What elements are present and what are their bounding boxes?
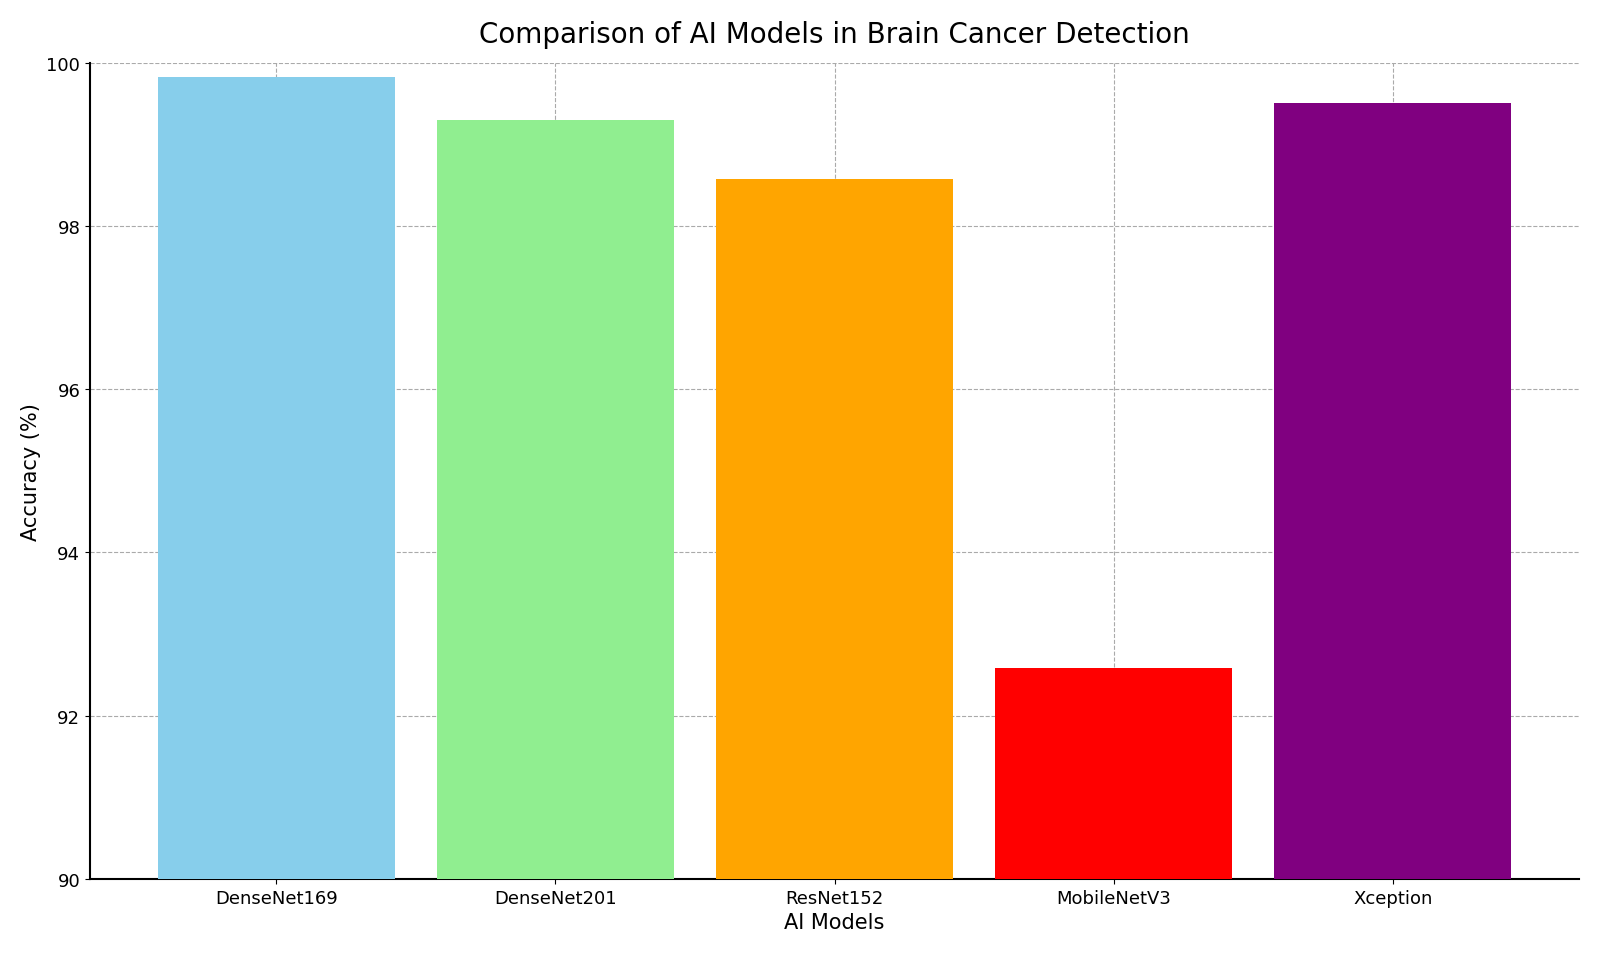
Title: Comparison of AI Models in Brain Cancer Detection: Comparison of AI Models in Brain Cancer … bbox=[480, 21, 1190, 49]
Bar bbox=[1274, 105, 1512, 953]
Bar bbox=[437, 121, 674, 953]
X-axis label: AI Models: AI Models bbox=[784, 912, 885, 932]
Bar bbox=[715, 179, 954, 953]
Bar bbox=[995, 669, 1232, 953]
Y-axis label: Accuracy (%): Accuracy (%) bbox=[21, 402, 42, 540]
Bar bbox=[158, 77, 395, 953]
